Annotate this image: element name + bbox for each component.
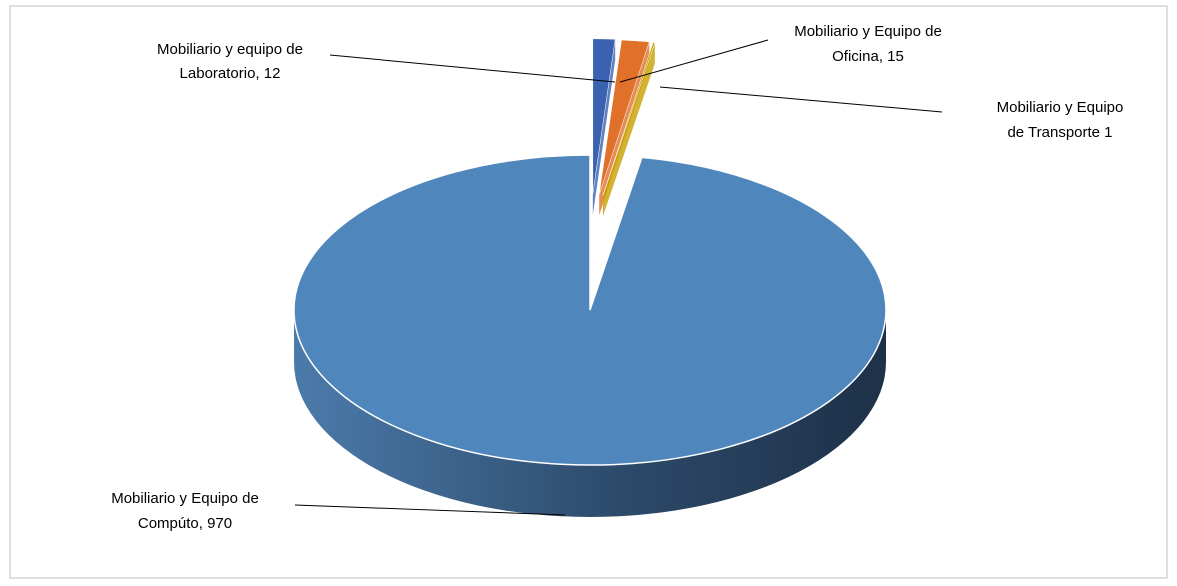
slice [598,39,650,195]
slice [592,38,616,194]
leader-line [659,86,943,113]
slice-side [294,310,886,517]
data-label: Mobiliario y Equipo de Compúto, 970 [111,490,259,532]
slice [293,154,887,466]
data-label: Mobiliario y Equipo de Transporte 1 [997,99,1124,141]
chart-border [9,5,1168,579]
slice [602,42,656,196]
data-label: Mobiliario y Equipo de Oficina, 15 [794,23,942,65]
slice-side [592,39,616,215]
leader-line [329,54,616,83]
slice-side [602,42,655,217]
leader-line [294,504,566,516]
leader-line [619,39,769,83]
data-label: Mobiliario y equipo de Laboratorio, 12 [157,41,303,82]
